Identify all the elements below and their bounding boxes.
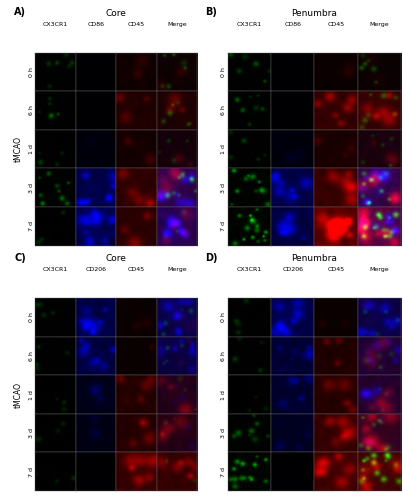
- Text: 3 d: 3 d: [222, 183, 226, 192]
- Text: C): C): [14, 253, 26, 263]
- Text: Merge: Merge: [167, 22, 187, 27]
- Text: 1 d: 1 d: [222, 144, 226, 154]
- Text: tMCAO: tMCAO: [14, 381, 23, 408]
- Text: 7 d: 7 d: [222, 221, 226, 231]
- Text: CX3CR1: CX3CR1: [43, 267, 68, 272]
- Text: 6 h: 6 h: [29, 106, 34, 116]
- Text: CX3CR1: CX3CR1: [237, 267, 262, 272]
- Text: D): D): [206, 253, 218, 263]
- Text: Penumbra: Penumbra: [291, 9, 337, 18]
- Text: CD45: CD45: [128, 22, 145, 27]
- Text: CD45: CD45: [328, 22, 345, 27]
- Text: 1 d: 1 d: [29, 144, 34, 154]
- Text: Merge: Merge: [167, 267, 187, 272]
- Text: tMCAO: tMCAO: [14, 136, 23, 162]
- Text: CD206: CD206: [85, 267, 106, 272]
- Text: 7 d: 7 d: [222, 467, 226, 477]
- Text: Merge: Merge: [370, 267, 389, 272]
- Text: 3 d: 3 d: [29, 183, 34, 192]
- Text: Penumbra: Penumbra: [291, 254, 337, 263]
- Text: 3 d: 3 d: [29, 428, 34, 438]
- Text: 0 h: 0 h: [222, 67, 226, 77]
- Text: 6 h: 6 h: [222, 351, 226, 361]
- Text: CD86: CD86: [87, 22, 104, 27]
- Text: Core: Core: [106, 254, 127, 263]
- Text: 6 h: 6 h: [29, 351, 34, 361]
- Text: 7 d: 7 d: [29, 221, 34, 231]
- Text: A): A): [14, 7, 26, 17]
- Text: 1 d: 1 d: [222, 390, 226, 400]
- Text: 3 d: 3 d: [222, 428, 226, 438]
- Text: 6 h: 6 h: [222, 106, 226, 116]
- Text: 7 d: 7 d: [29, 467, 34, 477]
- Text: 0 h: 0 h: [29, 312, 34, 322]
- Text: Merge: Merge: [370, 22, 389, 27]
- Text: CX3CR1: CX3CR1: [43, 22, 68, 27]
- Text: Core: Core: [106, 9, 127, 18]
- Text: 0 h: 0 h: [29, 67, 34, 77]
- Text: CX3CR1: CX3CR1: [237, 22, 262, 27]
- Text: CD86: CD86: [285, 22, 301, 27]
- Text: 0 h: 0 h: [222, 312, 226, 322]
- Text: CD206: CD206: [283, 267, 303, 272]
- Text: B): B): [206, 7, 217, 17]
- Text: 1 d: 1 d: [29, 390, 34, 400]
- Text: CD45: CD45: [128, 267, 145, 272]
- Text: CD45: CD45: [328, 267, 345, 272]
